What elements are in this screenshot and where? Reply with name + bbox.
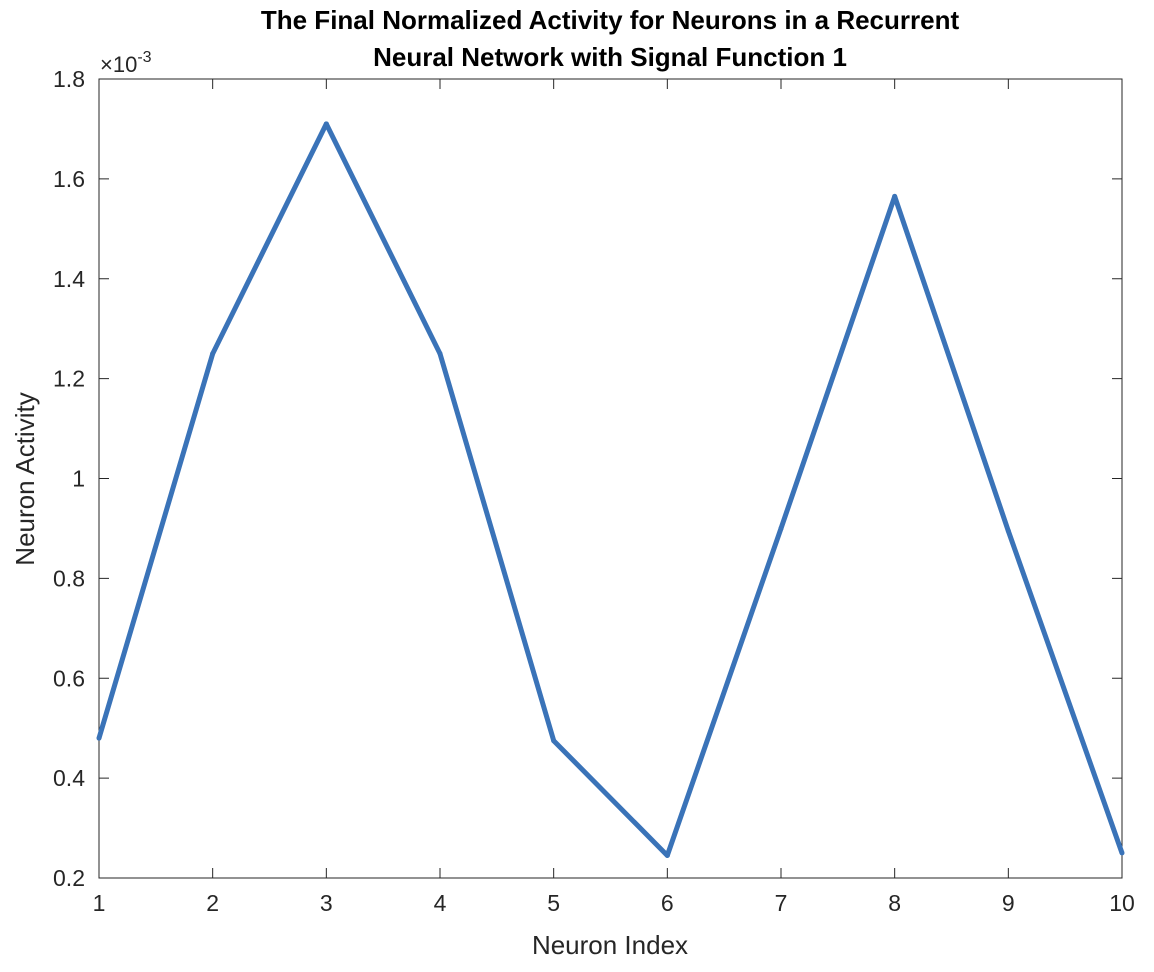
y-axis-exponent: ×10-3 [100, 49, 152, 77]
x-tick-label: 8 [888, 890, 901, 916]
x-tick-label: 7 [775, 890, 788, 916]
y-axis-exponent-power: -3 [137, 49, 151, 66]
y-tick-label: 1.2 [53, 366, 85, 392]
y-tick-label: 1 [72, 466, 85, 492]
y-tick-label: 1.6 [53, 166, 85, 192]
y-tick-label: 1.4 [53, 266, 85, 292]
data-point [210, 351, 216, 357]
data-point [1119, 850, 1125, 856]
data-point [551, 738, 557, 744]
series-line [96, 121, 1125, 858]
data-point [437, 351, 443, 357]
data-point [323, 121, 329, 127]
y-tick-label: 1.8 [53, 66, 85, 92]
data-point [664, 853, 670, 859]
data-point [778, 525, 784, 531]
x-tick-label: 9 [1002, 890, 1015, 916]
y-axis-label: Neuron Activity [10, 392, 40, 565]
x-tick-label: 2 [206, 890, 219, 916]
x-tick-label: 6 [661, 890, 674, 916]
data-point [96, 735, 102, 741]
y-tick-label: 0.8 [53, 565, 85, 591]
x-tick-label: 5 [547, 890, 560, 916]
chart-title-line-2: Neural Network with Signal Function 1 [373, 42, 847, 72]
x-tick-label: 10 [1109, 890, 1135, 916]
chart-title-line-1: The Final Normalized Activity for Neuron… [261, 5, 960, 35]
y-axis-exponent-base: ×10 [100, 52, 137, 77]
y-tick-label: 0.2 [53, 865, 85, 891]
y-tick-label: 0.4 [53, 765, 85, 791]
x-axis-label: Neuron Index [532, 930, 688, 960]
data-point [892, 193, 898, 199]
axes-box [98, 78, 1123, 879]
plot-area: 1 2 3 4 5 6 7 8 9 10 0.2 0.4 0.6 0.8 1 1.2 1.4 1.6 1.8 [53, 66, 1135, 916]
data-point [1005, 528, 1011, 534]
x-tick-label: 1 [93, 890, 106, 916]
x-tick-label: 3 [320, 890, 333, 916]
x-tick-label: 4 [434, 890, 447, 916]
y-tick-label: 0.6 [53, 665, 85, 691]
